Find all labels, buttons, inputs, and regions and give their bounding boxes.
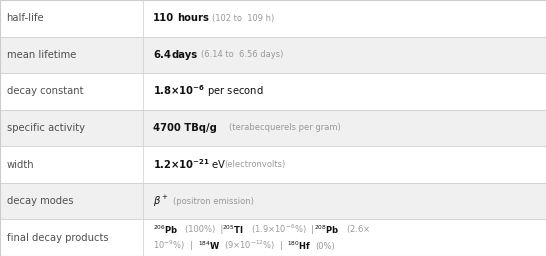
Text: $^{205}$Tl: $^{205}$Tl: [222, 223, 243, 236]
Text: decay modes: decay modes: [7, 196, 73, 206]
Bar: [0, 146, 546, 183]
Text: $^{206}$Pb: $^{206}$Pb: [153, 223, 178, 236]
Text: decay constant: decay constant: [7, 87, 83, 97]
Text: 110: 110: [153, 13, 174, 23]
Text: days: days: [171, 50, 198, 60]
Bar: [0, 37, 546, 73]
Text: $(1.9{\times}10^{-6}$%)  |: $(1.9{\times}10^{-6}$%) |: [251, 222, 314, 237]
Bar: [0, 0, 546, 37]
Text: $(2.6{\times}$: $(2.6{\times}$: [346, 223, 370, 235]
Text: $10^{-9}$%)  |: $10^{-9}$%) |: [153, 239, 193, 253]
Text: $\mathbf{1.8{\times}10^{-6}}$ per second: $\mathbf{1.8{\times}10^{-6}}$ per second: [153, 83, 264, 99]
Bar: [0, 183, 546, 219]
Bar: [0, 73, 546, 110]
Bar: [0, 219, 546, 256]
Text: $\beta^+$: $\beta^+$: [153, 194, 169, 209]
Text: (positron emission): (positron emission): [173, 197, 254, 206]
Text: (100%)  |: (100%) |: [185, 225, 223, 234]
Text: specific activity: specific activity: [7, 123, 85, 133]
Text: (102 to  109 h): (102 to 109 h): [212, 14, 275, 23]
Text: $^{180}$Hf: $^{180}$Hf: [287, 240, 311, 252]
Text: final decay products: final decay products: [7, 233, 108, 243]
Text: (electronvolts): (electronvolts): [224, 160, 285, 169]
Text: 6.4: 6.4: [153, 50, 171, 60]
Text: (0%): (0%): [316, 242, 335, 251]
Text: $(9{\times}10^{-12}$%)  |: $(9{\times}10^{-12}$%) |: [224, 239, 283, 253]
Bar: [0, 110, 546, 146]
Text: 4700 TBq/g: 4700 TBq/g: [153, 123, 217, 133]
Text: width: width: [7, 159, 34, 169]
Text: (6.14 to  6.56 days): (6.14 to 6.56 days): [201, 50, 283, 59]
Text: half-life: half-life: [7, 13, 44, 23]
Text: hours: hours: [177, 13, 209, 23]
Text: (terabecquerels per gram): (terabecquerels per gram): [229, 123, 341, 133]
Text: $^{184}$W: $^{184}$W: [198, 240, 220, 252]
Text: $\mathbf{1.2{\times}10^{-21}}$ eV: $\mathbf{1.2{\times}10^{-21}}$ eV: [153, 158, 227, 172]
Text: mean lifetime: mean lifetime: [7, 50, 76, 60]
Text: $^{208}$Pb: $^{208}$Pb: [314, 223, 339, 236]
